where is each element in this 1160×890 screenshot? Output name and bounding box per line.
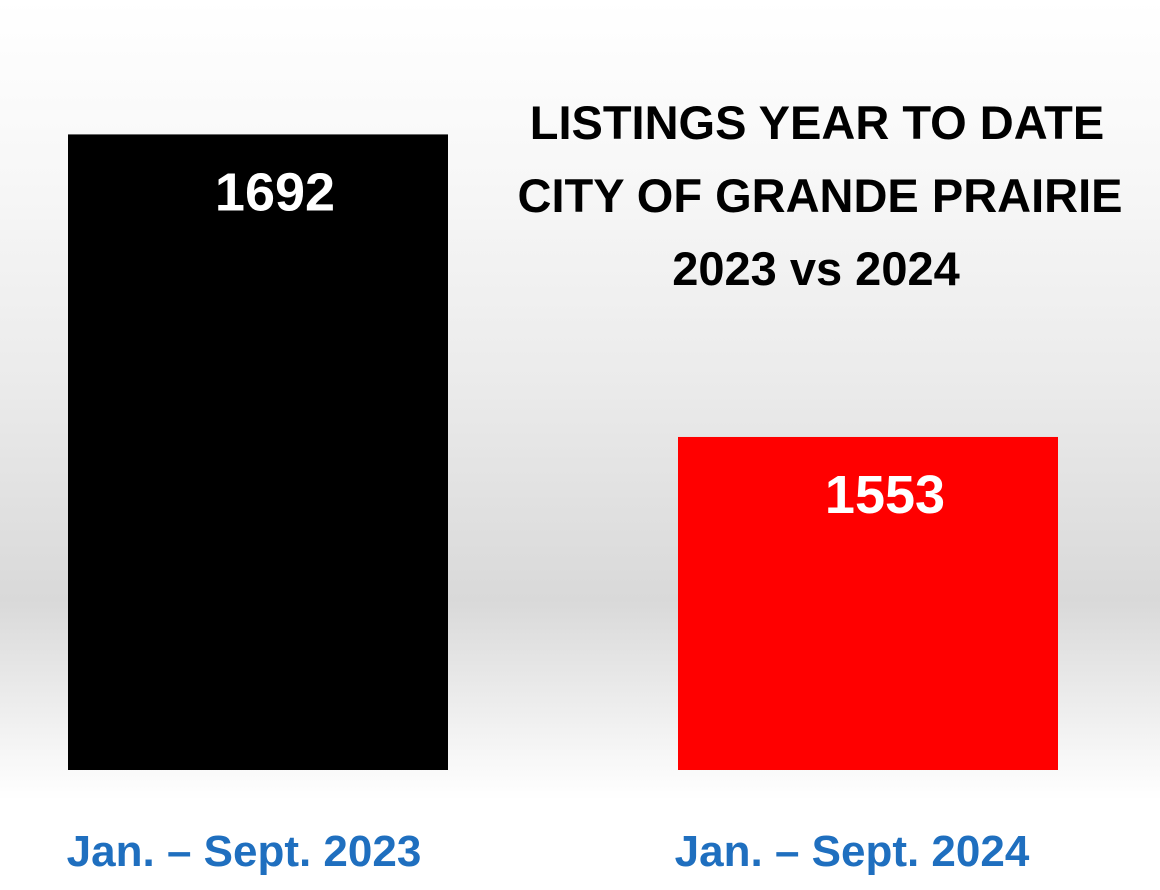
category-label-2: Jan. – Sept. 2024 xyxy=(675,827,1030,876)
value-labels-layer: 1692 1553 xyxy=(215,162,945,525)
chart-title-line-1: LISTINGS YEAR TO DATE xyxy=(530,96,1105,149)
chart-title: LISTINGS YEAR TO DATE CITY OF GRANDE PRA… xyxy=(518,96,1123,295)
chart-title-line-3: 2023 vs 2024 xyxy=(672,242,960,295)
chart-title-line-2: CITY OF GRANDE PRAIRIE xyxy=(518,169,1123,222)
category-label-1: Jan. – Sept. 2023 xyxy=(67,827,422,876)
bar-value-label-1: 1692 xyxy=(215,162,335,222)
bar-2 xyxy=(678,436,1058,770)
bar-value-label-2: 1553 xyxy=(825,465,945,525)
bar-1 xyxy=(68,134,448,770)
category-labels-layer: Jan. – Sept. 2023 Jan. – Sept. 2024 xyxy=(67,827,1030,876)
bars-layer xyxy=(68,134,1058,770)
